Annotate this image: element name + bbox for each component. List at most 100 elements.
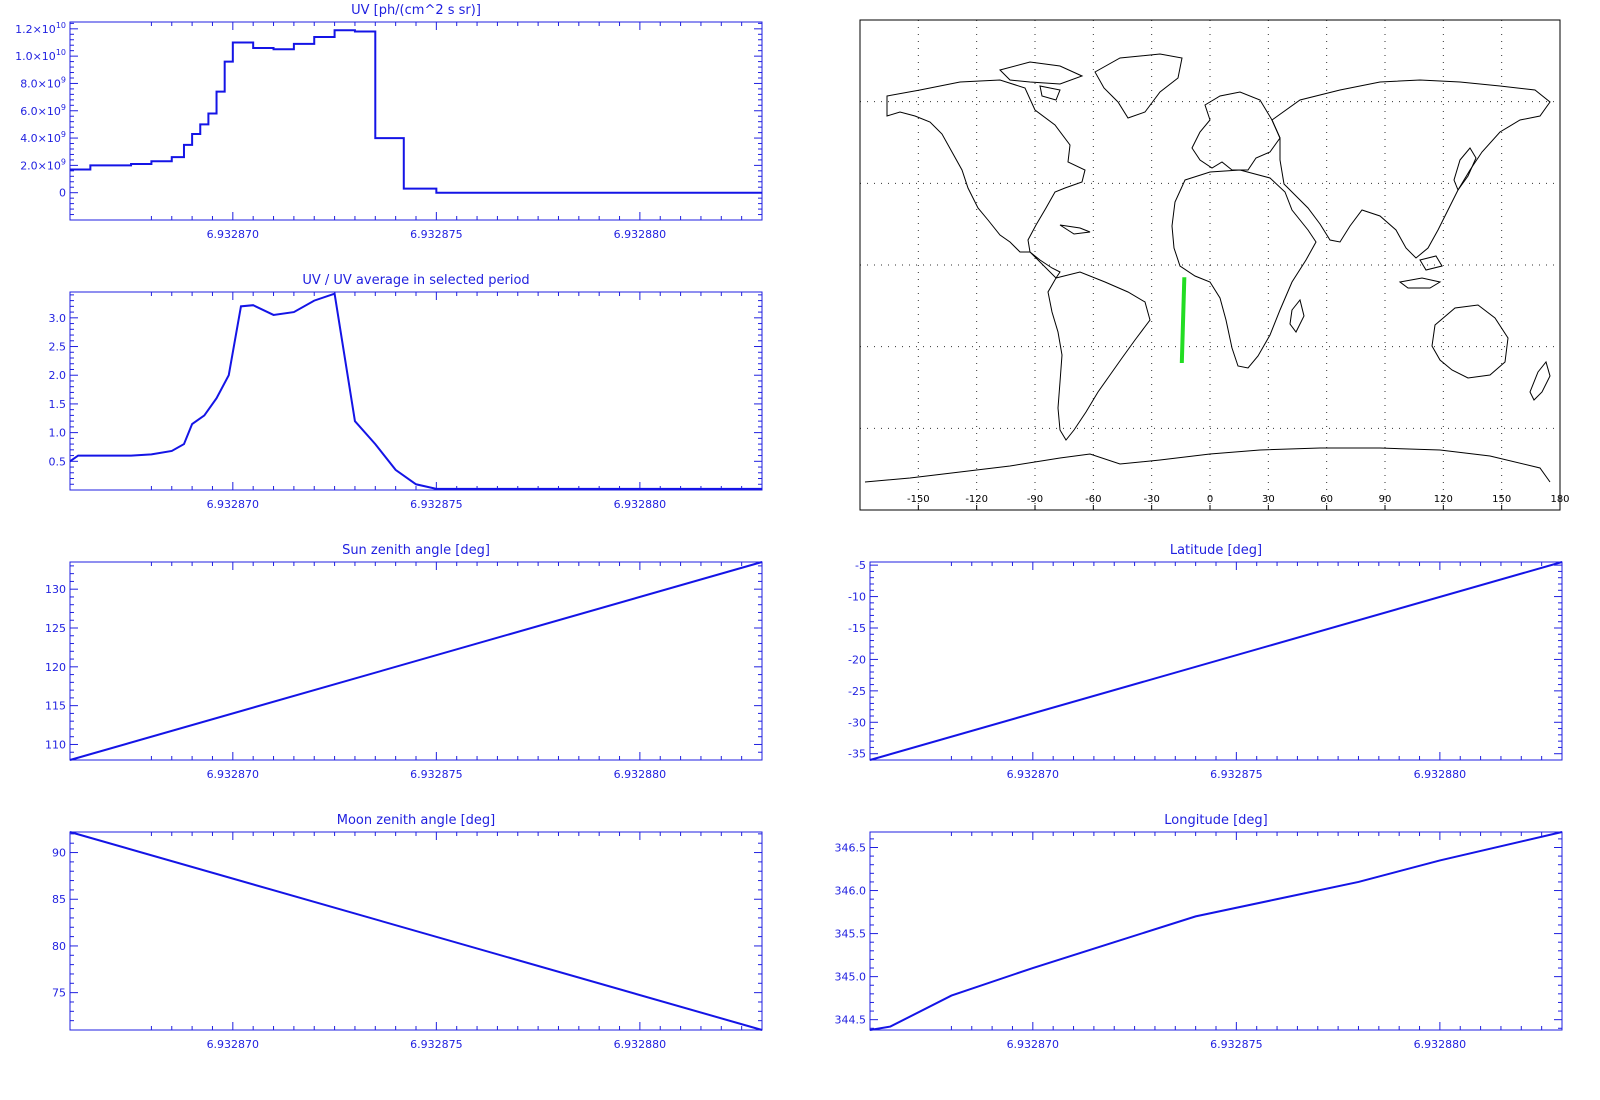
- x-tick-label: 6.932870: [1007, 768, 1060, 781]
- y-tick-label: 1.0×1010: [15, 48, 66, 63]
- map-lon-tick-label: -120: [965, 494, 988, 505]
- x-tick-label: 6.932880: [1414, 768, 1467, 781]
- x-tick-label: 6.932880: [1414, 1038, 1467, 1051]
- y-tick-label: 90: [52, 847, 66, 860]
- x-tick-label: 6.932875: [410, 1038, 463, 1051]
- coast-japan: [1453, 147, 1477, 192]
- x-tick-label: 6.932870: [207, 228, 260, 241]
- chart-title: Longitude [deg]: [1164, 813, 1267, 828]
- x-tick-label: 6.932880: [614, 1038, 667, 1051]
- world-map-panel: -150 -120 -90 -60 -30 0 30 60 90 120 150 180: [859, 19, 1570, 511]
- uv-ratio-series-line: [69, 292, 762, 490]
- coast-europe: [1191, 91, 1281, 171]
- satellite-track: [1179, 277, 1187, 364]
- map-lon-tick-label: 0: [1207, 494, 1213, 505]
- uv-panel: UV [ph/(cm^2 s sr)] 6.932870 6.932875 6.932…: [15, 3, 763, 241]
- coast-antarctica: [864, 447, 1551, 483]
- y-tick-label: 1.2×1010: [15, 21, 66, 36]
- x-tick-label: 6.932870: [207, 498, 260, 511]
- y-tick-label: 120: [45, 661, 66, 674]
- coast-new-zealand: [1529, 360, 1551, 401]
- moon-zenith-panel: Moon zenith angle [deg] 6.932870 6.932875 6…: [52, 813, 763, 1051]
- coast-south-america: [1047, 271, 1151, 441]
- y-tick-label: 8.0×109: [20, 75, 66, 90]
- longitude-panel: Longitude [deg] 6.932870 6.932875 6.932880 3…: [835, 813, 1563, 1051]
- x-tick-label: 6.932875: [410, 498, 463, 511]
- coast-se-asia-islands: [1398, 255, 1443, 289]
- y-tick-label: -30: [848, 716, 866, 729]
- y-tick-label: 85: [52, 893, 66, 906]
- satellite-track-line: [1179, 277, 1187, 364]
- y-tick-label: 345.5: [835, 928, 867, 941]
- x-tick-label: 6.932875: [1210, 1038, 1263, 1051]
- map-lon-tick-label: 90: [1379, 494, 1392, 505]
- x-tick-label: 6.932880: [614, 228, 667, 241]
- y-tick-label: 80: [52, 940, 66, 953]
- plot-frame: [69, 21, 763, 221]
- x-tick-label: 6.932875: [410, 228, 463, 241]
- map-lon-tick-label: 30: [1262, 494, 1275, 505]
- y-tick-label: 4.0×109: [20, 130, 66, 145]
- map-lon-tick-label: 120: [1434, 494, 1453, 505]
- x-tick-label: 6.932880: [614, 498, 667, 511]
- uv-series-line: [70, 29, 762, 194]
- y-tick-label: 346.5: [835, 841, 867, 854]
- sun-zenith-series-line: [69, 561, 763, 761]
- y-tick-label: -5: [855, 559, 866, 572]
- chart-title: Latitude [deg]: [1170, 543, 1262, 558]
- map-gridlines: [860, 20, 1560, 510]
- x-tick-label: 6.932870: [207, 768, 260, 781]
- y-tick-label: -20: [848, 653, 866, 666]
- coast-central-america: [1029, 224, 1091, 279]
- y-tick-label: 115: [45, 700, 66, 713]
- longitude-tick-labels: -150 -120 -90 -60 -30 0 30 60 90 120 150 180: [907, 494, 1570, 510]
- plot-frame: [69, 291, 763, 491]
- y-tick-label: 0.5: [49, 455, 67, 468]
- y-tick-label: 1.0: [49, 427, 67, 440]
- moon-zenith-series-line: [69, 831, 763, 1031]
- chart-title: Sun zenith angle [deg]: [342, 543, 490, 558]
- longitude-series-line: [869, 831, 1563, 1031]
- map-lon-tick-label: 60: [1320, 494, 1333, 505]
- y-tick-label: 2.0×109: [20, 157, 66, 172]
- y-tick-label: -15: [848, 622, 866, 635]
- chart-title: UV [ph/(cm^2 s sr)]: [351, 3, 481, 18]
- sun-zenith-panel: Sun zenith angle [deg] 6.932870 6.932875 6.…: [45, 543, 763, 781]
- y-tick-label: 1.5: [49, 398, 67, 411]
- x-tick-label: 6.932870: [207, 1038, 260, 1051]
- latitude-panel: Latitude [deg] 6.932870 6.932875 6.932880 -3…: [848, 543, 1563, 781]
- coast-asia: [1271, 79, 1551, 259]
- coast-arctic-islands: [999, 61, 1084, 101]
- y-tick-label: 345.0: [835, 971, 867, 984]
- plot-frame: [869, 831, 1563, 1031]
- map-lon-tick-label: -90: [1027, 494, 1043, 505]
- x-tick-label: 6.932875: [410, 768, 463, 781]
- map-lon-tick-label: -30: [1143, 494, 1159, 505]
- coast-africa: [1171, 169, 1317, 369]
- uv-ratio-panel: UV / UV average in selected period 6.9328…: [49, 273, 763, 511]
- y-tick-label: 125: [45, 622, 66, 635]
- map-lon-tick-label: -60: [1085, 494, 1101, 505]
- y-tick-label: 110: [45, 738, 66, 751]
- coast-north-america: [886, 79, 1086, 253]
- coastlines: [864, 53, 1551, 483]
- coast-greenland: [1094, 53, 1183, 119]
- y-tick-label: 130: [45, 583, 66, 596]
- y-tick-label: 2.0: [49, 369, 67, 382]
- y-tick-label: 2.5: [49, 341, 67, 354]
- latitude-series-line: [869, 561, 1563, 761]
- map-frame: [859, 19, 1561, 511]
- chart-title: UV / UV average in selected period: [302, 273, 529, 288]
- y-tick-label: -10: [848, 591, 866, 604]
- y-tick-label: 344.5: [835, 1014, 867, 1027]
- y-tick-label: 3.0: [49, 312, 67, 325]
- coast-madagascar: [1289, 298, 1305, 333]
- y-tick-label: 346.0: [835, 885, 867, 898]
- y-tick-label: -35: [848, 748, 866, 761]
- x-tick-label: 6.932870: [1007, 1038, 1060, 1051]
- map-lon-tick-label: -150: [907, 494, 930, 505]
- coast-australia: [1431, 304, 1509, 379]
- x-tick-label: 6.932880: [614, 768, 667, 781]
- y-tick-label: 6.0×109: [20, 103, 66, 118]
